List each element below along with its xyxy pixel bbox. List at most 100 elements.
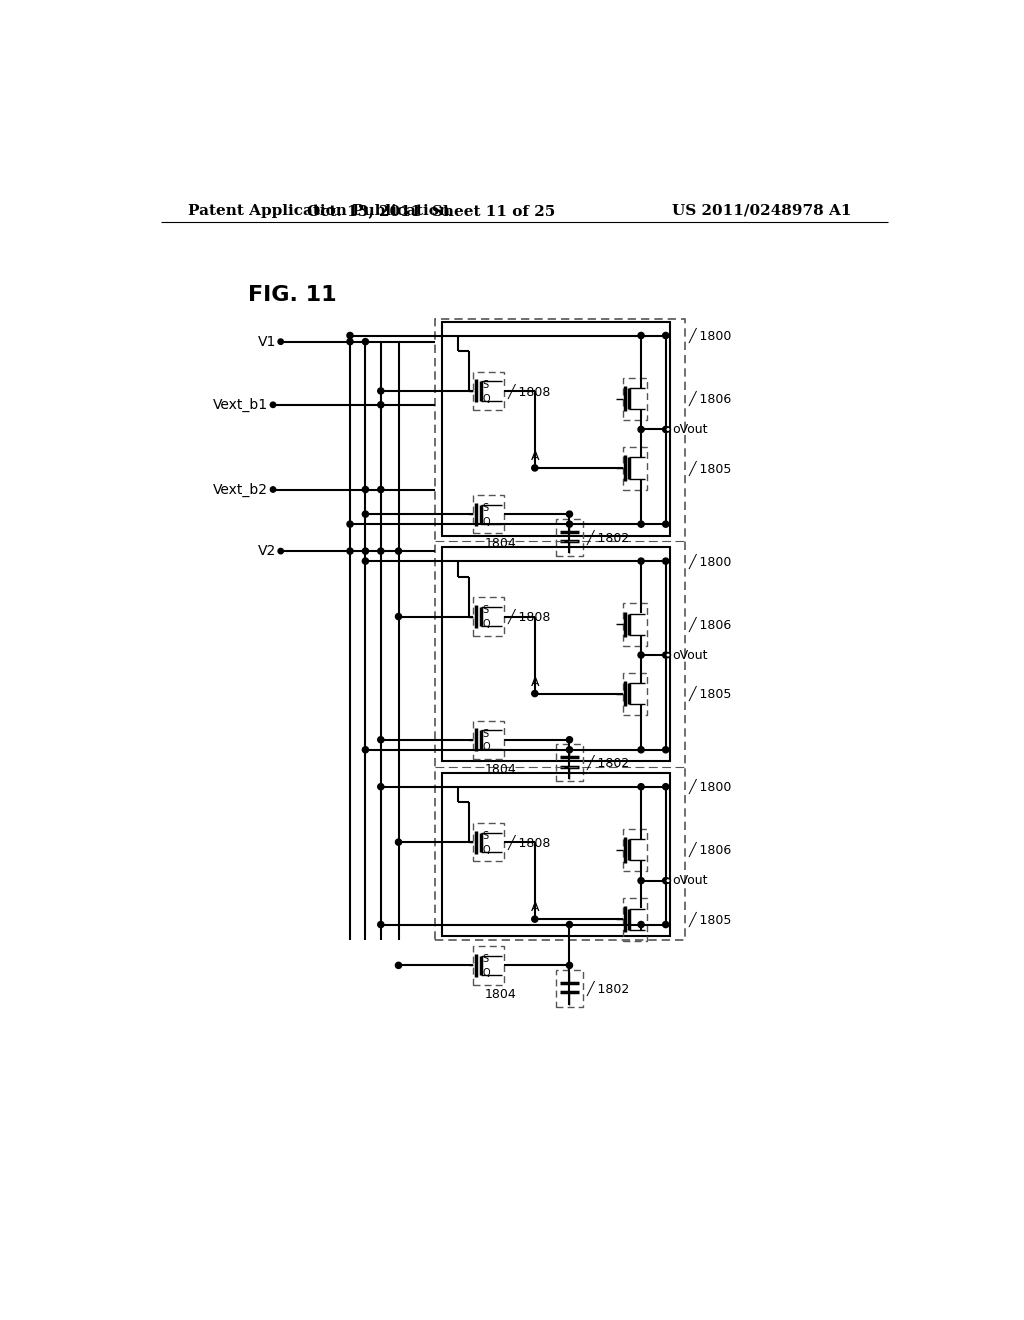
Circle shape [663,921,669,928]
Circle shape [362,339,369,345]
Text: Patent Application Publication: Patent Application Publication [188,203,451,218]
Text: FIG. 11: FIG. 11 [248,285,336,305]
Circle shape [378,921,384,928]
Text: Vext_b2: Vext_b2 [213,482,268,496]
Text: ╱ 1802: ╱ 1802 [587,981,630,997]
Circle shape [347,548,353,554]
Circle shape [395,840,401,845]
Circle shape [395,548,401,554]
Bar [556,744,584,781]
Text: S: S [482,606,488,615]
Circle shape [278,339,284,345]
Text: V1: V1 [258,335,276,348]
Text: ╱ 1805: ╱ 1805 [689,912,732,927]
Circle shape [663,333,669,339]
Text: S: S [482,380,488,389]
Circle shape [347,339,353,345]
Circle shape [531,690,538,697]
Circle shape [278,548,284,554]
Circle shape [362,486,369,492]
Circle shape [378,486,384,492]
Text: S: S [482,503,488,513]
Text: ╱ 1806: ╱ 1806 [689,391,732,407]
Text: A: A [530,450,539,463]
Bar [556,970,584,1007]
Text: ╱ 1808: ╱ 1808 [508,834,551,850]
Text: oVout: oVout [672,422,708,436]
Circle shape [531,916,538,923]
Text: Q: Q [482,619,490,630]
Circle shape [663,878,669,884]
Text: Q: Q [482,517,490,527]
Text: ╱ 1800: ╱ 1800 [689,779,732,795]
Circle shape [666,878,671,883]
Circle shape [362,548,369,554]
Text: Q: Q [482,742,490,752]
Text: A: A [530,902,539,915]
Circle shape [395,614,401,619]
Circle shape [638,747,644,752]
Circle shape [566,747,572,752]
Circle shape [347,521,353,527]
Circle shape [378,548,384,554]
Circle shape [638,878,644,884]
Bar [473,721,504,759]
Text: ╱ 1800: ╱ 1800 [689,327,732,343]
Bar [623,603,647,645]
Text: ╱ 1802: ╱ 1802 [587,529,630,545]
Circle shape [663,784,669,789]
Text: ╱ 1806: ╱ 1806 [689,616,732,632]
Circle shape [638,521,644,527]
Circle shape [638,333,644,339]
Text: ╱ 1808: ╱ 1808 [508,383,551,399]
Bar [442,322,670,536]
Circle shape [378,388,384,395]
Circle shape [362,511,369,517]
Circle shape [666,428,671,432]
Bar [473,946,504,985]
Text: Oct. 13, 2011  Sheet 11 of 25: Oct. 13, 2011 Sheet 11 of 25 [307,203,555,218]
Text: oVout: oVout [672,648,708,661]
Circle shape [566,962,572,969]
Circle shape [566,521,572,527]
Circle shape [362,558,369,564]
Text: Vext_b1: Vext_b1 [213,397,268,412]
Text: Q: Q [482,393,490,404]
Circle shape [270,403,275,408]
Circle shape [378,784,384,789]
Circle shape [663,652,669,659]
Bar [623,673,647,715]
Text: ╱ 1800: ╱ 1800 [689,553,732,569]
Text: ╱ 1808: ╱ 1808 [508,609,551,624]
Text: S: S [482,832,488,841]
Text: ╱ 1805: ╱ 1805 [689,461,732,475]
Circle shape [362,747,369,752]
Bar [473,598,504,636]
Text: ╱ 1806: ╱ 1806 [689,842,732,858]
Circle shape [638,426,644,433]
Circle shape [663,747,669,752]
Bar [435,318,685,940]
Circle shape [666,653,671,657]
Circle shape [378,401,384,408]
Circle shape [663,521,669,527]
Text: S: S [482,729,488,739]
Circle shape [395,962,401,969]
Text: 1804: 1804 [484,537,516,550]
Circle shape [663,558,669,564]
Bar [473,495,504,533]
Text: Q: Q [482,968,490,978]
Circle shape [566,737,572,743]
Circle shape [638,652,644,659]
Bar [473,372,504,411]
Text: ╱ 1802: ╱ 1802 [587,755,630,771]
Circle shape [638,784,644,789]
Text: S: S [482,954,488,964]
Bar [623,447,647,490]
Bar [623,829,647,871]
Circle shape [638,921,644,928]
Bar [556,519,584,556]
Circle shape [566,921,572,928]
Circle shape [566,511,572,517]
Circle shape [531,465,538,471]
